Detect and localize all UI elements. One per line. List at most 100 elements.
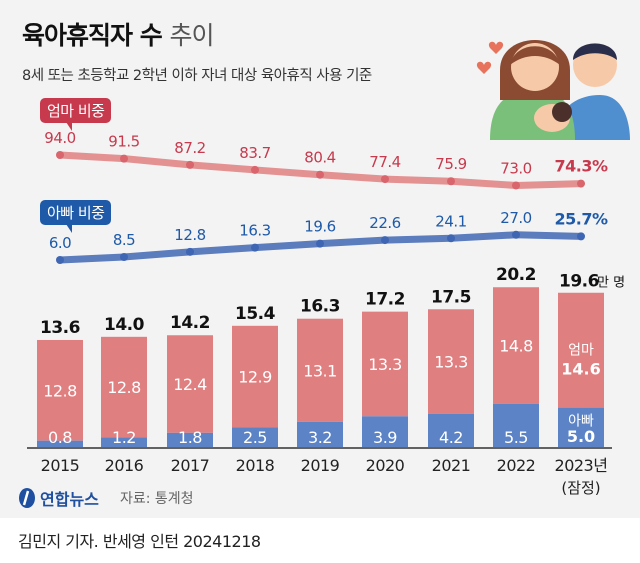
dad-share-point bbox=[56, 256, 64, 264]
bar-total: 17.2 bbox=[365, 290, 405, 310]
source: 자료: 통계청 bbox=[120, 491, 194, 507]
page-title: 육아휴직자 수 추이 bbox=[22, 21, 214, 50]
mom-share-point bbox=[251, 165, 259, 174]
bar-dad bbox=[493, 403, 539, 447]
mom-share-label: 77.4 bbox=[369, 153, 400, 171]
bar-mom bbox=[232, 325, 278, 428]
mom-share-label: 75.9 bbox=[435, 155, 466, 173]
mom-share-point bbox=[316, 170, 324, 179]
dad-share-point bbox=[316, 239, 324, 248]
x-tick-label: 2018 bbox=[236, 456, 275, 475]
bar-mom bbox=[558, 292, 604, 408]
bar-dad-label: 1.2 bbox=[112, 428, 136, 447]
dad-share-label: 12.8 bbox=[174, 226, 205, 244]
bar-total: 16.3 bbox=[300, 297, 340, 317]
bar-dad-label: 0.8 bbox=[48, 428, 72, 447]
bar-dad bbox=[297, 421, 343, 447]
bar-dad-series-label: 아빠 bbox=[568, 414, 594, 430]
bar-dad bbox=[37, 440, 83, 447]
mom-share-label: 94.0 bbox=[44, 129, 75, 147]
subtitle: 8세 또는 초등학교 2학년 이하 자녀 대상 육아휴직 사용 기준 bbox=[22, 68, 372, 84]
x-tick-label: 2022 bbox=[497, 456, 536, 475]
bar-mom-label: 12.9 bbox=[238, 368, 272, 387]
bar-mom bbox=[362, 311, 408, 417]
mom-share-point bbox=[120, 154, 128, 163]
bar-mom bbox=[167, 335, 213, 433]
dad-share-point bbox=[447, 234, 455, 243]
mom-share-point bbox=[56, 151, 64, 159]
bar-total: 15.4 bbox=[235, 304, 276, 324]
bar-total: 14.2 bbox=[170, 313, 210, 333]
dad-share-point bbox=[381, 236, 389, 245]
mom-share-label: 73.0 bbox=[500, 159, 531, 177]
bar-dad-label: 2.5 bbox=[243, 428, 267, 447]
bar-dad bbox=[101, 437, 147, 447]
mom-share-point bbox=[381, 175, 389, 184]
family-illustration bbox=[476, 40, 630, 140]
mom-share-point bbox=[577, 179, 585, 188]
infographic: 육아휴직자 수 추이 8세 또는 초등학교 2학년 이하 자녀 대상 육아휴직 … bbox=[0, 0, 640, 518]
logo-text: 연합뉴스 bbox=[40, 490, 99, 509]
bar-mom-label: 14.8 bbox=[499, 336, 533, 355]
bar-total: 13.6 bbox=[40, 318, 80, 338]
mom-share-tag: 엄마 비중 bbox=[40, 98, 112, 131]
mom-share-label: 87.2 bbox=[174, 139, 205, 157]
dad-share-point bbox=[251, 243, 259, 252]
yonhap-logo: 연합뉴스 bbox=[18, 486, 99, 510]
bar-dad bbox=[167, 432, 213, 447]
bar-mom-label: 13.3 bbox=[434, 353, 468, 372]
dad-share-point bbox=[512, 230, 520, 239]
bar-dad-label: 4.2 bbox=[439, 428, 463, 447]
x-tick-label: 2016 bbox=[105, 456, 144, 475]
bar-mom bbox=[493, 287, 539, 404]
x-tick-label: 2019 bbox=[301, 456, 340, 475]
unit-label: 만 명 bbox=[597, 276, 625, 291]
dad-share-label: 8.5 bbox=[113, 231, 135, 249]
bar-total: 14.0 bbox=[104, 315, 145, 335]
bar-dad-label: 3.2 bbox=[308, 428, 332, 447]
x-tick-label: 2017 bbox=[171, 456, 210, 475]
bar-mom-label: 14.6 bbox=[561, 360, 600, 379]
bar-dad bbox=[428, 413, 474, 447]
mom-share-label: 74.3% bbox=[554, 157, 607, 176]
bar-mom-label: 12.4 bbox=[173, 375, 207, 394]
mom-share-point bbox=[512, 181, 520, 190]
dad-share-point bbox=[577, 232, 585, 241]
bar-mom bbox=[37, 339, 83, 441]
bar-mom bbox=[101, 336, 147, 438]
mom-share-point bbox=[186, 160, 194, 169]
bar-total: 17.5 bbox=[431, 287, 471, 307]
x-tick-label: 2015 bbox=[41, 456, 80, 475]
mom-share-point bbox=[447, 177, 455, 186]
bar-mom-label: 12.8 bbox=[107, 378, 141, 397]
dad-share-label: 27.0 bbox=[500, 209, 531, 227]
dad-share-point bbox=[120, 253, 128, 261]
bar-mom bbox=[297, 318, 343, 422]
bar-dad-label: 1.8 bbox=[178, 428, 202, 447]
dad-share-tag: 아빠 비중 bbox=[40, 200, 112, 233]
bar-mom-label: 12.8 bbox=[43, 381, 77, 400]
bar-mom-label: 13.1 bbox=[303, 361, 337, 380]
dad-share-point bbox=[186, 247, 194, 256]
x-tick-label: 2023년 bbox=[555, 456, 608, 475]
bar-mom-label: 13.3 bbox=[368, 355, 402, 374]
mom-share-label: 91.5 bbox=[108, 133, 139, 151]
bar-dad bbox=[558, 407, 604, 447]
bar-mom-series-label: 엄마 bbox=[568, 343, 594, 359]
dad-share-label: 16.3 bbox=[239, 222, 270, 240]
bar-dad-label: 5.0 bbox=[567, 427, 595, 446]
yonhap-logo-icon bbox=[19, 488, 35, 508]
x-tick-label: 2020 bbox=[366, 456, 405, 475]
bar-dad bbox=[362, 416, 408, 447]
dad-share-label: 24.1 bbox=[435, 212, 466, 230]
mom-share-label: 83.7 bbox=[239, 144, 270, 162]
dad-share-label: 22.6 bbox=[369, 214, 400, 232]
bar-dad-label: 5.5 bbox=[504, 428, 528, 447]
dad-share-label: 19.6 bbox=[304, 218, 335, 236]
byline: 김민지 기자. 반세영 인턴 20241218 bbox=[18, 532, 261, 551]
bar-total: 20.2 bbox=[496, 265, 536, 285]
dad-share-label: 6.0 bbox=[49, 234, 71, 252]
chart: 94.0 91.5 87.2 83.7 80.4 77.4 75.9 73.0 74.3% 6.0… bbox=[27, 129, 625, 497]
bar-mom bbox=[428, 309, 474, 414]
x-tick-note: (잠정) bbox=[561, 479, 600, 497]
